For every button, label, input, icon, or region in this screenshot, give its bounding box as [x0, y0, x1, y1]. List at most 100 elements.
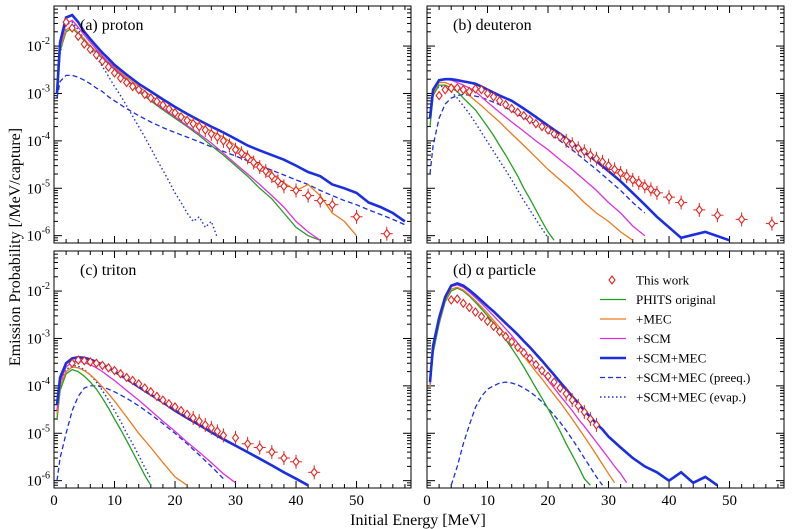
data-point — [453, 294, 461, 304]
data-point — [135, 378, 143, 389]
series-preeq — [429, 93, 646, 214]
data-point — [562, 133, 570, 148]
data-point — [598, 154, 607, 169]
data-point — [592, 417, 601, 432]
data-point — [508, 336, 516, 347]
data-point — [663, 190, 676, 205]
data-point — [147, 93, 155, 103]
data-point — [231, 430, 240, 445]
data-point — [98, 360, 107, 371]
legend-label: +SCM+MEC (preeq.) — [636, 370, 750, 385]
legend-item-scmmec: +SCM+MEC — [600, 351, 706, 366]
series-preeq — [450, 381, 604, 486]
data-point — [259, 164, 272, 179]
data-point — [514, 342, 522, 353]
data-point — [586, 411, 595, 426]
data-point — [604, 158, 613, 173]
data-point — [489, 321, 498, 332]
data-point — [592, 151, 601, 166]
series-scmmec — [428, 282, 719, 487]
data-point — [544, 125, 552, 135]
data-point — [526, 353, 534, 364]
data-point — [453, 83, 461, 93]
data-point — [74, 31, 82, 42]
data-point — [92, 50, 101, 60]
data-point — [219, 428, 228, 443]
data-point — [165, 104, 173, 114]
data-point — [447, 83, 455, 93]
data-point — [508, 103, 516, 114]
x-tick-label: 0 — [50, 493, 58, 509]
data-point — [177, 405, 185, 416]
panel-alpha: 0 10 20 30 40 50 (d) α particle — [423, 250, 785, 509]
data-point — [626, 172, 639, 187]
data-point — [80, 355, 88, 366]
data-point — [514, 107, 522, 118]
data-point — [86, 356, 94, 367]
data-point — [532, 359, 540, 370]
panel-title: (d) α particle — [453, 262, 536, 279]
data-point — [147, 386, 155, 397]
series-preeq — [56, 74, 406, 226]
data-point — [483, 316, 492, 327]
data-point — [231, 142, 240, 157]
data-point — [302, 188, 315, 203]
data-point — [550, 377, 558, 388]
data-point — [556, 132, 564, 143]
data-point — [171, 107, 179, 118]
data-point — [574, 398, 582, 413]
data-point — [650, 185, 663, 200]
legend-label: PHITS original — [636, 292, 716, 307]
data-point — [350, 209, 363, 224]
data-point — [501, 99, 510, 110]
legend-label: This work — [636, 273, 690, 288]
legend-label: +SCM — [636, 331, 671, 346]
data-point — [195, 414, 203, 429]
data-point — [290, 454, 303, 469]
plot-frame — [426, 5, 785, 244]
data-point — [62, 17, 70, 28]
data-point — [189, 410, 197, 425]
data-point — [265, 169, 278, 184]
panel-title: (c) triton — [80, 262, 136, 279]
y-tick-label: 10-4 — [27, 376, 50, 395]
data-point — [165, 398, 173, 409]
y-tick-label: 10-6 — [27, 471, 50, 490]
y-tick-label: 10-5 — [27, 423, 50, 442]
data-point — [608, 162, 621, 177]
data-point — [544, 371, 552, 382]
data-point — [253, 440, 266, 455]
legend-marker — [608, 275, 616, 285]
data-point — [471, 307, 480, 318]
legend-item-evap: +SCM+MEC (evap.) — [600, 390, 746, 405]
data-point — [326, 197, 339, 212]
data-point — [195, 119, 203, 134]
data-point — [614, 165, 627, 180]
data-point — [68, 358, 76, 369]
data-point — [308, 465, 321, 480]
series-scmmec — [55, 13, 406, 223]
data-point — [495, 326, 504, 337]
data-point — [459, 84, 467, 95]
legend-item-scm: +SCM — [600, 331, 671, 346]
data-point — [110, 68, 119, 78]
series-scmmec — [428, 77, 730, 242]
data-point — [501, 331, 510, 342]
data-point — [489, 91, 498, 102]
data-point — [465, 302, 474, 313]
data-point — [207, 126, 216, 141]
data-point — [568, 137, 576, 152]
data-point — [104, 62, 113, 73]
data-point — [122, 372, 131, 383]
x-tick-label: 50 — [722, 493, 737, 509]
data-point — [183, 409, 191, 420]
x-tick-label: 0 — [423, 493, 431, 509]
data-point — [74, 355, 82, 365]
series-mec — [429, 286, 616, 484]
series-evap — [56, 364, 152, 480]
data-point — [247, 155, 260, 170]
x-axis-title: Initial Energy [MeV] — [350, 512, 486, 529]
series-mec — [56, 366, 188, 486]
legend-item-preeq: +SCM+MEC (preeq.) — [600, 370, 750, 385]
data-point — [693, 202, 706, 217]
